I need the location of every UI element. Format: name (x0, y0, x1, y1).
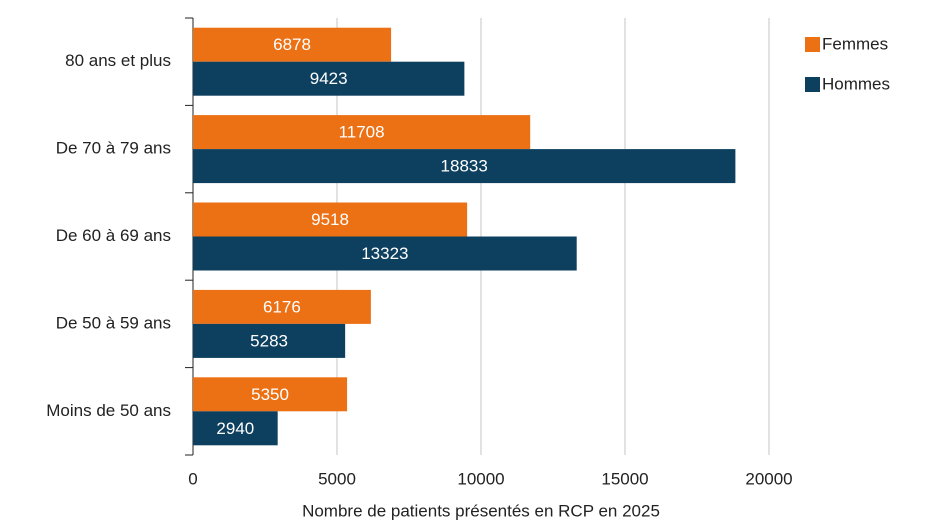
value-label: 6176 (263, 297, 301, 316)
value-label: 9423 (310, 69, 348, 88)
bar (193, 202, 468, 237)
legend-label: Femmes (822, 34, 888, 53)
bar (193, 289, 371, 324)
value-label: 5283 (250, 331, 288, 350)
y-tick-label: 80 ans et plus (65, 51, 171, 70)
x-tick-label: 0 (188, 469, 197, 488)
value-label: 13323 (361, 244, 408, 263)
bar (193, 61, 465, 96)
bar (193, 149, 736, 184)
x-tick-label: 20000 (745, 469, 792, 488)
legend-label: Hommes (822, 74, 890, 93)
x-axis-title: Nombre de patients présentés en RCP en 2… (302, 501, 660, 520)
bar (193, 115, 531, 150)
y-tick-label: De 60 à 69 ans (56, 226, 171, 245)
bar (193, 27, 392, 62)
y-tick-label: De 70 à 79 ans (56, 139, 171, 158)
bar (193, 411, 278, 446)
value-label: 11708 (339, 123, 385, 142)
x-tick-label: 10000 (457, 469, 504, 488)
value-label: 18833 (441, 157, 488, 176)
bar (193, 377, 348, 412)
bar (193, 323, 346, 358)
y-tick-label: De 50 à 59 ans (56, 313, 171, 332)
value-label: 2940 (216, 419, 254, 438)
value-label: 9518 (311, 210, 349, 229)
x-tick-label: 5000 (318, 469, 356, 488)
x-tick-label: 15000 (601, 469, 648, 488)
y-tick-label: Moins de 50 ans (46, 401, 171, 420)
value-label: 6878 (273, 35, 311, 54)
value-label: 5350 (251, 385, 289, 404)
legend-swatch (805, 37, 820, 52)
bar (193, 236, 577, 271)
legend-swatch (805, 77, 820, 92)
